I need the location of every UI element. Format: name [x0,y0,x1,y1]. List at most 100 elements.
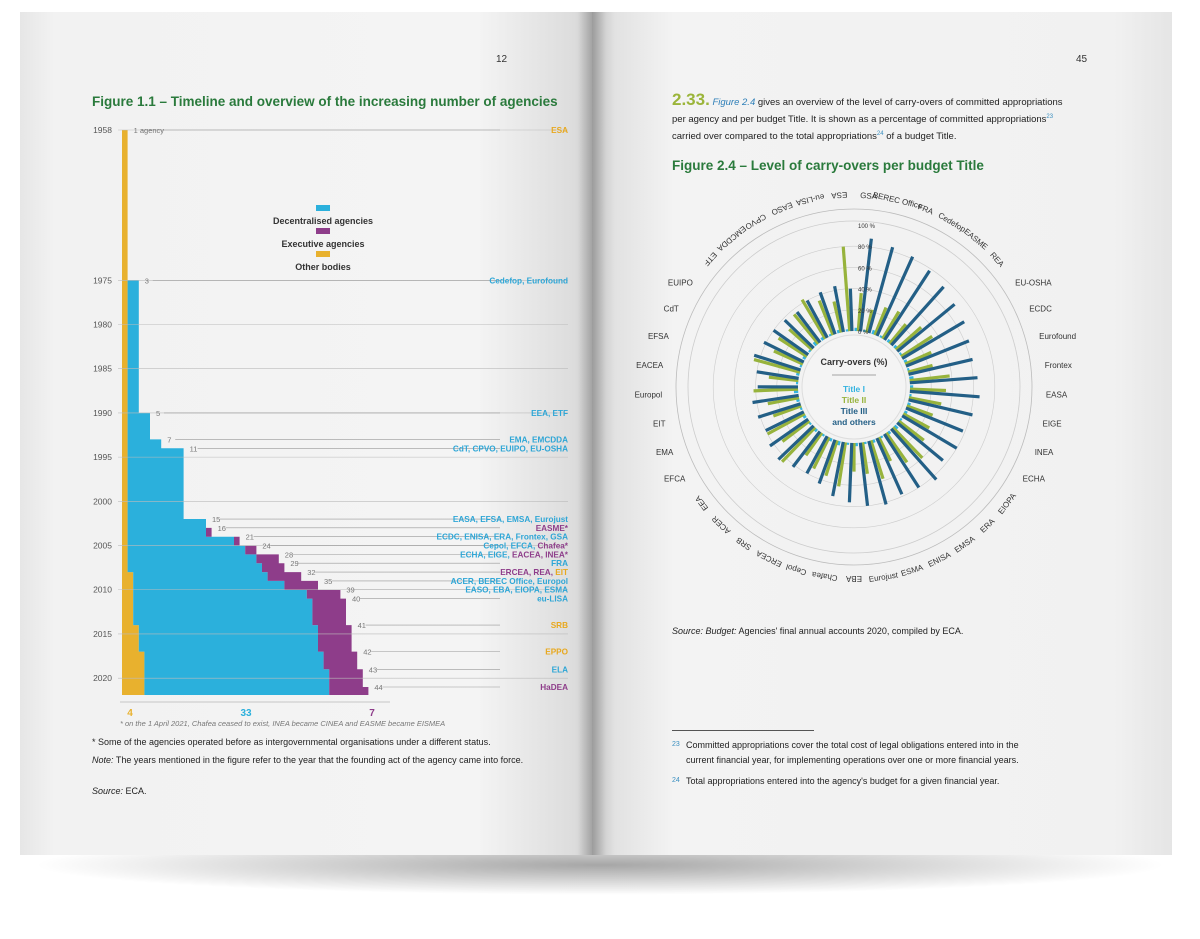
radial-category-label: CPVO [744,212,768,231]
radial-bar [831,441,845,497]
milestone-label-part: HaDEA [540,683,568,692]
radial-bar [900,335,934,358]
radial-bar [817,300,835,336]
radial-bar [777,424,815,461]
radial-bar [902,412,931,430]
radial-bar [869,439,885,480]
radial-bar [909,376,914,380]
radial-bar [891,426,924,460]
milestone-label: CdT, CPVO, EUIPO, EU-OSHA [453,444,568,453]
ring-100 [687,220,1021,554]
radial-category-label: ERA [978,516,997,534]
radial-category-label: Frontex [1045,361,1072,370]
radial-bar [884,431,909,464]
radial-bar [796,398,800,403]
radial-bar [799,406,803,411]
radial-bar [893,344,898,350]
radial-bar [867,440,888,505]
note-2: Note: The years mentioned in the figure … [92,753,532,767]
radial-bar [765,410,805,432]
note-1: * Some of the agencies operated before a… [92,737,491,747]
timeline-chart: 1958 1975 1980 1985 1990 1995 2000 2005 2010 2015… [93,125,569,719]
right-page: 45 2.33. Figure 2.4 gives an overview of… [592,12,1172,855]
center-legend-label: and others [832,417,876,427]
radial-category-label: ESMA [900,563,925,579]
footnote-ref-24[interactable]: 24 [876,131,884,138]
footnote-ref-23[interactable]: 23 [1046,114,1054,120]
radial-category-label: eu-LISA [794,192,825,208]
radial-category-label: EIOPA [996,491,1018,516]
radial-bar [805,435,829,475]
milestone-label-part: EASME* [536,524,569,533]
milestone-count: 1 agency [134,126,165,135]
milestone-label: eu-LISA [537,595,568,604]
center-title: Carry-overs (%) [820,357,887,367]
radial-bar [905,406,964,433]
milestone-count: 35 [324,577,332,586]
radial-bar [812,341,818,347]
book-gutter [578,12,606,855]
decentralised-area [127,130,330,695]
center-disc [801,334,907,440]
year-tick-label: 2010 [93,585,112,595]
center-legend-label: Title II [842,395,866,405]
milestone-count: 7 [167,435,171,444]
radial-bar [788,328,814,351]
milestone-label: Cedefop, Eurofound [489,276,568,285]
radial-bar [768,375,799,383]
radial-bar [833,285,845,333]
radial-bar [841,246,852,332]
radial-category-label: EIGE [1042,420,1061,429]
para-text-1: gives an overview of the level of carry-… [755,97,1063,108]
radial-category-label: ACER [710,514,732,536]
radial-category-label: SRB [735,535,754,552]
radial-bar [812,436,831,470]
radial-bar [905,339,970,368]
source-right-label: Source: Budget: [672,626,737,636]
radial-category-label: EFCA [664,475,686,484]
radial-bar [777,336,808,358]
radial-bar [832,301,843,333]
legend-label: Executive agencies [281,239,364,249]
year-tick-label: 1990 [93,408,112,418]
radial-category-label: INEA [1035,448,1054,457]
radial-bar [858,238,873,332]
radial-bar [897,419,925,442]
footnote-divider [672,730,814,731]
milestone-label: FRA [551,559,568,568]
year-tick-label: 2020 [93,673,112,683]
radial-bar [893,424,899,430]
milestone-count: 3 [145,276,149,285]
radial-tick-label: 20 % [858,309,872,315]
milestone-label: EASME* [536,524,569,533]
legend-label: Other bodies [295,262,351,272]
radial-bar [898,417,903,422]
milestone-label-part: FRA [551,559,568,568]
radial-bar [753,387,799,393]
footnote-24-text: Total appropriations entered into the ag… [686,776,1000,786]
radial-category-label: Chafea [811,570,838,583]
radial-bar [909,389,980,399]
figure-2-4-link[interactable]: Figure 2.4 [712,97,756,108]
year-tick-label: 1958 [93,125,112,135]
footnote-23: 23 Committed appropriations cover the to… [672,738,1112,765]
radial-bar [909,387,947,393]
radial-bar [901,414,958,450]
milestone-count: 16 [218,524,226,533]
milestone-count: 41 [358,621,366,630]
source-left-label: Source: [92,786,124,796]
milestone-count: 32 [307,568,315,577]
radial-bar [877,436,893,462]
radial-category-label: ECDC [1029,304,1052,313]
ring-gridline [755,288,953,486]
legend-swatch [316,205,330,211]
radial-bar [808,348,812,353]
radial-bar [805,299,829,339]
radial-category-label: EU-OSHA [1015,279,1052,288]
radial-category-label: EASME [962,227,989,252]
radial-bar [767,396,800,406]
radial-bar [856,292,863,332]
radial-bar [837,442,848,487]
radial-bar [888,323,908,345]
milestone-label-part: EPPO [545,648,568,657]
